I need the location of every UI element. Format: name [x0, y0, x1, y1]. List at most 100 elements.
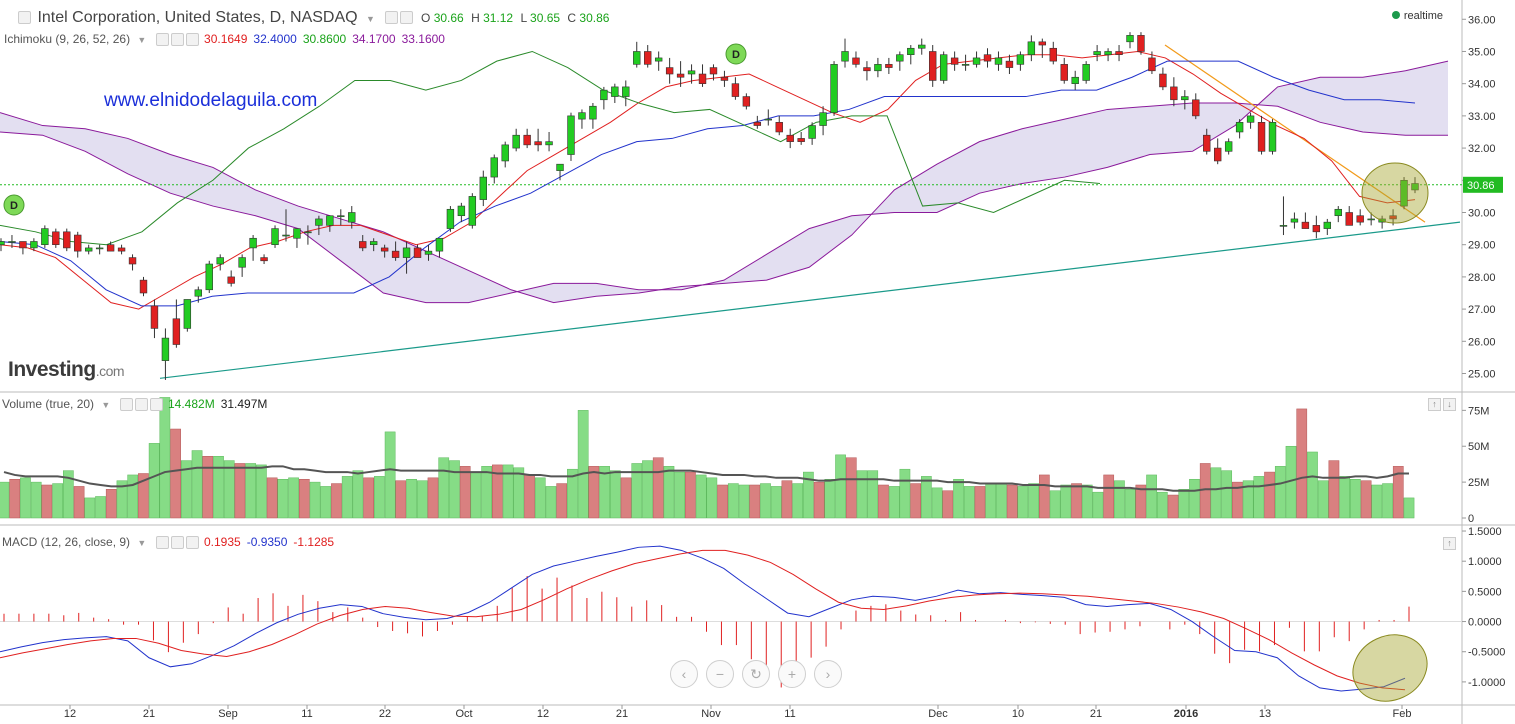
hide-icon[interactable] [155, 536, 169, 550]
candle-body [74, 234, 82, 252]
low-label: L [520, 11, 527, 25]
candle-body [1290, 218, 1299, 223]
candle-body [380, 247, 389, 252]
ichimoku-legend[interactable]: Ichimoku (9, 26, 52, 26) ▼ 30.1649 32.400… [4, 32, 451, 47]
volume-bar [1317, 480, 1329, 519]
candle-body [282, 234, 290, 237]
volume-bar [856, 470, 868, 519]
gear-icon[interactable] [170, 536, 184, 550]
candle-body [315, 218, 323, 226]
candle-body [1235, 122, 1244, 133]
volume-bar [138, 473, 149, 519]
pane-down-icon[interactable]: ↓ [1443, 398, 1456, 411]
volume-bar [1242, 480, 1254, 519]
volume-bar [481, 466, 492, 519]
collapse-icon[interactable] [18, 11, 31, 25]
highlight-ellipse [1361, 162, 1429, 224]
candle-body [1181, 96, 1189, 101]
pane-up-icon[interactable]: ↑ [1428, 398, 1441, 411]
candle-body [1334, 208, 1342, 217]
candle-body [30, 241, 38, 249]
volume-bar [1221, 470, 1233, 519]
volume-bar [309, 481, 321, 519]
hide-icon[interactable] [119, 398, 133, 412]
scroll-forward-button[interactable]: › [814, 660, 842, 688]
candle-body [106, 244, 115, 252]
chevron-down-icon[interactable]: ▼ [137, 35, 147, 45]
pane-up-icon[interactable]: ↑ [1443, 537, 1456, 550]
volume-bar [588, 466, 600, 519]
candle-body [665, 67, 674, 75]
ichimoku-label: Ichimoku (9, 26, 52, 26) [4, 32, 131, 46]
candle-body [775, 122, 783, 133]
macd-tick-label: 1.5000 [1468, 526, 1502, 538]
volume-bar [824, 478, 836, 519]
volume-bar [642, 460, 653, 519]
chevron-down-icon[interactable]: ▼ [101, 400, 111, 410]
volume-bar [770, 486, 782, 519]
candle-body [731, 83, 740, 97]
volume-bar [9, 478, 21, 519]
realtime-label: realtime [1403, 10, 1443, 22]
time-tick-label: Feb [1393, 708, 1412, 720]
last-price-badge [1463, 176, 1503, 193]
close-icon[interactable] [149, 398, 163, 412]
volume-bar [1392, 466, 1404, 519]
investing-logo: Investing.com [8, 358, 125, 382]
scroll-back-button[interactable]: ‹ [670, 660, 698, 688]
volume-bar [105, 489, 117, 519]
candle-body [567, 115, 575, 155]
volume-bar [352, 470, 364, 519]
volume-bar [1328, 460, 1340, 519]
volume-bar [1071, 483, 1082, 519]
volume-tick-label: 25M [1468, 477, 1489, 489]
time-tick-label: 12 [64, 708, 76, 720]
volume-bar [277, 478, 289, 519]
candle-body [1082, 64, 1090, 81]
candle-body [1345, 212, 1353, 226]
macd-hist-value: 0.1935 [204, 535, 241, 549]
reset-button[interactable]: ↻ [742, 660, 770, 688]
candle-body [1049, 47, 1057, 62]
candle-body [622, 86, 630, 97]
time-tick-label: 10 [1012, 708, 1024, 720]
time-tick-label: Dec [928, 708, 948, 720]
close-icon[interactable] [185, 536, 199, 550]
candlestick-series[interactable] [0, 32, 1419, 380]
price-axis: 36.0035.0034.0033.0032.0031.0030.0029.00… [1462, 14, 1505, 689]
gear-icon[interactable] [400, 11, 414, 25]
hide-icon[interactable] [155, 33, 169, 47]
candle-body [512, 134, 520, 149]
zoom-out-button[interactable]: − [706, 660, 734, 688]
candle-body [1093, 51, 1101, 55]
zoom-in-button[interactable]: + [778, 660, 806, 688]
macd-tick-label: 0.5000 [1468, 586, 1502, 598]
high-value: 31.12 [483, 11, 514, 25]
volume-bar [1146, 474, 1157, 519]
time-tick-label: 11 [784, 708, 795, 720]
candle-body [271, 228, 279, 245]
volume-bar [95, 496, 106, 519]
macd-legend[interactable]: MACD (12, 26, close, 9) ▼ 0.1935 -0.9350-… [2, 535, 340, 550]
chikou-line [0, 50, 1101, 246]
volume-bar [781, 480, 793, 519]
candle-body [326, 215, 334, 226]
candle-body [249, 237, 257, 249]
volume-bar [1114, 480, 1125, 519]
gear-icon[interactable] [134, 398, 148, 412]
candle-body [633, 51, 641, 65]
volume-tick-label: 50M [1468, 441, 1489, 453]
close-icon[interactable] [185, 33, 199, 47]
macd-tick-label: 1.0000 [1468, 556, 1502, 568]
gear-icon[interactable] [170, 33, 184, 47]
candle-body [1159, 73, 1167, 88]
volume-bar [1178, 489, 1190, 519]
time-tick-label: Nov [701, 708, 721, 720]
candle-body [863, 67, 871, 72]
chevron-down-icon[interactable]: ▼ [137, 538, 147, 548]
chevron-down-icon[interactable]: ▼ [366, 14, 375, 24]
volume-bar [1360, 480, 1372, 519]
candle-body [874, 64, 882, 72]
volume-legend[interactable]: Volume (true, 20) ▼ 14.482M 31.497M [2, 397, 273, 412]
settings-icon[interactable] [385, 11, 399, 25]
